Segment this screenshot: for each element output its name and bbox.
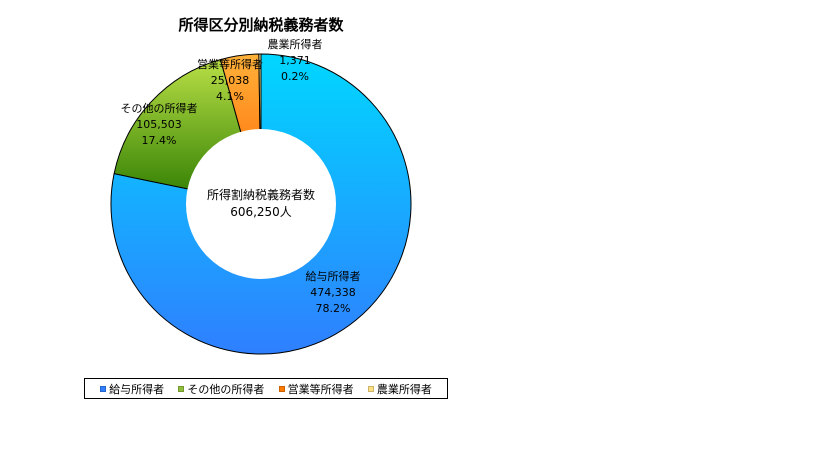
center-label-line1: 所得割納税義務者数 bbox=[207, 187, 315, 202]
pie-slice-salary bbox=[110, 53, 412, 355]
slice-label-agriculture-2: 0.2% bbox=[281, 70, 309, 83]
legend-swatch-business bbox=[278, 385, 285, 392]
slice-label-agriculture-1: 1,371 bbox=[279, 54, 311, 67]
legend-label-other: その他の所得者 bbox=[187, 382, 265, 396]
legend-item-agriculture: 農業所得者 bbox=[367, 381, 432, 397]
slice-labels: 給与所得者 474,338 78.2% その他の所得者 105,503 17.4% 営業等所… bbox=[121, 37, 361, 315]
slice-label-business-1: 25,038 bbox=[211, 74, 250, 87]
slice-label-salary-2: 78.2% bbox=[316, 302, 351, 315]
slice-label-other-0: その他の所得者 bbox=[121, 102, 198, 115]
legend-label-agriculture: 農業所得者 bbox=[376, 382, 432, 396]
chart-title: 所得区分別納税義務者数 bbox=[178, 16, 344, 34]
legend-swatch-salary bbox=[100, 385, 107, 392]
legend-swatch-other bbox=[178, 385, 185, 392]
slice-label-business-2: 4.1% bbox=[216, 90, 244, 103]
slice-label-salary-0: 給与所得者 bbox=[306, 269, 361, 283]
center-label-line2: 606,250人 bbox=[230, 205, 292, 219]
legend-item-salary: 給与所得者 bbox=[100, 381, 164, 397]
legend-item-business: 営業等所得者 bbox=[278, 381, 354, 397]
slice-label-salary-1: 474,338 bbox=[310, 286, 356, 299]
legend-label-salary: 給与所得者 bbox=[109, 382, 165, 396]
legend-label-business: 営業等所得者 bbox=[287, 382, 354, 396]
legend-item-other: その他の所得者 bbox=[178, 381, 264, 397]
slice-label-other-1: 105,503 bbox=[136, 118, 182, 131]
legend: 給与所得者 その他の所得者 営業等所得者 農業所得者 bbox=[84, 378, 448, 399]
donut-hole bbox=[186, 129, 336, 279]
legend-swatch-agriculture bbox=[367, 385, 374, 392]
slice-label-other-2: 17.4% bbox=[142, 134, 177, 147]
slice-label-business-0: 営業等所得者 bbox=[197, 57, 263, 71]
slice-label-agriculture-0: 農業所得者 bbox=[268, 37, 323, 51]
